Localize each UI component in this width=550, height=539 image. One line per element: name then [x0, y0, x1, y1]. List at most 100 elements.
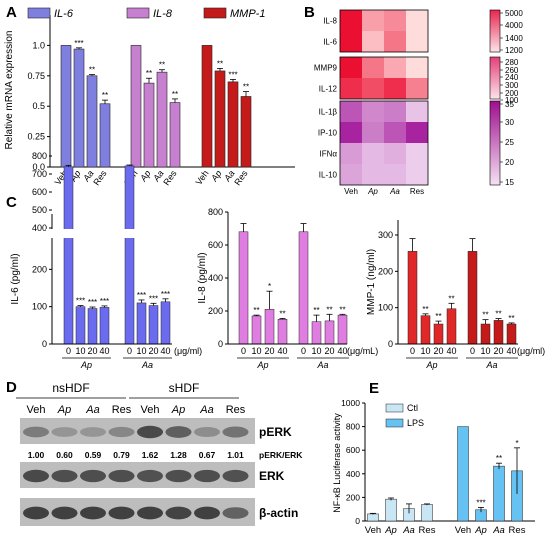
blot-ratio-value: 1.62	[142, 450, 159, 460]
y-tick-label: 200	[378, 266, 393, 276]
legend-label: LPS	[407, 418, 424, 428]
bar	[240, 96, 252, 168]
heatmap-cell	[406, 31, 428, 52]
heatmap-cell	[384, 31, 406, 52]
y-tick-label: 0.25	[27, 132, 45, 142]
bar	[86, 75, 98, 168]
bar	[156, 71, 168, 168]
legend-label: MMP-1	[230, 8, 265, 20]
heatmap-cell	[406, 122, 428, 143]
heatmap-cell	[362, 10, 384, 31]
y-axis-label: IL-6 (pg/ml)	[10, 253, 21, 304]
blot-lane-label: Res	[226, 404, 246, 416]
x-tick-label: Res	[419, 525, 436, 536]
group-label: Aa	[485, 360, 497, 370]
heatmap-row-label: IFNα	[319, 150, 337, 159]
blot-ratio-value: 1.01	[227, 450, 244, 460]
significance-marker: **	[253, 306, 259, 315]
blot-lane-label: Res	[112, 404, 132, 416]
blot-band	[80, 469, 106, 483]
heatmap-cell	[340, 31, 362, 52]
significance-marker: ***	[149, 294, 158, 303]
bar	[214, 70, 226, 168]
bar	[385, 498, 397, 522]
color-scale-label: 1400	[505, 34, 523, 43]
x-tick-label: 0	[410, 346, 415, 356]
heatmap-cell	[362, 164, 384, 185]
color-scale-label: 240	[505, 73, 519, 82]
blot-band	[165, 469, 192, 483]
y-tick-label: 100	[378, 303, 393, 313]
significance-marker: **	[243, 83, 249, 92]
y-tick-label: 100	[32, 302, 47, 312]
heatmap-cell	[362, 78, 384, 99]
x-tick-label: 10	[251, 346, 261, 356]
y-tick-label: 0.0	[32, 162, 45, 172]
heatmap-col-label: Ap	[367, 187, 378, 196]
x-tick-label: Aa	[492, 525, 505, 536]
group-label: Ap	[425, 360, 437, 370]
significance-marker: *	[515, 439, 518, 448]
heatmap-cell	[384, 78, 406, 99]
panel-letter-c: C	[6, 194, 17, 211]
significance-marker: **	[448, 294, 454, 303]
x-tick-label: 20	[493, 346, 503, 356]
blot-ratio-value: 0.79	[113, 450, 130, 460]
heatmap-cell	[362, 31, 384, 52]
y-tick-label: 1000	[341, 398, 360, 408]
heatmap-cell	[340, 10, 362, 31]
heatmap-cell	[340, 57, 362, 78]
legend-swatch	[385, 403, 404, 413]
x-tick-label: 40	[446, 346, 456, 356]
heatmap-cell	[362, 101, 384, 122]
bar	[467, 251, 478, 345]
x-tick-label: 10	[136, 346, 146, 356]
color-scale-label: 5000	[505, 9, 523, 18]
blot-band	[137, 425, 163, 439]
heatmap-cell	[384, 143, 406, 164]
bar	[311, 321, 322, 345]
x-tick-label: Ap	[138, 168, 153, 184]
significance-marker: **	[508, 314, 514, 323]
heatmap-col-label: Aa	[389, 187, 400, 196]
blot-band	[23, 506, 49, 520]
panel-letter-a: A	[6, 4, 17, 21]
heatmap-cell	[384, 10, 406, 31]
legend-label: Ctl	[407, 403, 418, 413]
color-scale-label: 35	[505, 100, 514, 109]
blot-band	[23, 469, 49, 483]
bar	[446, 308, 457, 345]
x-tick-label: 0	[301, 346, 306, 356]
heatmap-cell	[406, 57, 428, 78]
color-scale-label: 4000	[505, 21, 523, 30]
legend-label: IL-6	[54, 8, 74, 20]
y-tick-label: 400	[346, 469, 360, 479]
color-scale-label: 200	[505, 89, 519, 98]
bar	[124, 165, 135, 345]
significance-marker: **	[326, 305, 332, 314]
blot-band	[108, 506, 135, 520]
bar	[457, 426, 469, 522]
bar	[130, 45, 142, 168]
y-tick-label: 0	[42, 339, 47, 349]
blot-ratio-value: 1.28	[170, 450, 187, 460]
bar	[227, 81, 239, 168]
bar	[99, 307, 110, 345]
heatmap-cell	[406, 164, 428, 185]
bar	[238, 231, 249, 345]
blot-band	[222, 507, 249, 519]
legend-swatch	[203, 7, 227, 19]
blot-lane-label: Aa	[85, 404, 99, 416]
bar	[73, 48, 85, 168]
heatmap-col-label: Res	[410, 187, 424, 196]
blot-row-label: β-actin	[259, 506, 298, 520]
bar	[63, 166, 74, 345]
y-tick-label: 600	[32, 187, 47, 197]
blot-band	[194, 469, 220, 483]
unit-label: (μg/mL)	[347, 346, 378, 356]
heatmap-cell	[340, 143, 362, 164]
unit-label: (μg/ml)	[174, 346, 202, 356]
blot-lane-label: Veh	[141, 404, 160, 416]
